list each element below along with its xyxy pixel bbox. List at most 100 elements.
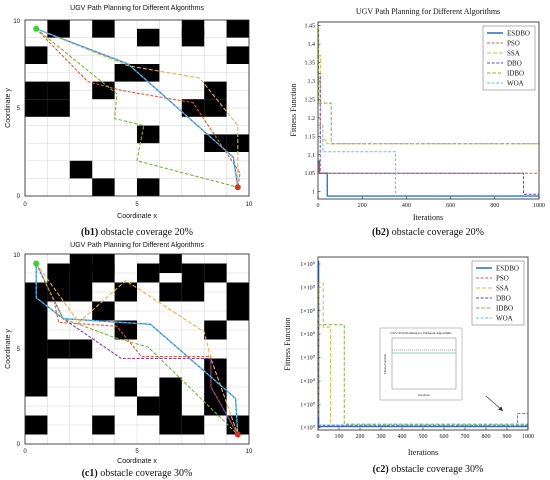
c2-series-pso [318,413,528,427]
c1-obstacle [25,377,48,397]
c1-ytick-0: 0 [17,442,21,448]
c1-obstacle [69,339,93,359]
c1-obstacle [204,377,227,397]
b1-obstacle [204,81,227,100]
b2-ytick-label: 1.4 [308,42,316,48]
c1-obstacle [69,282,93,302]
b1-obstacle [181,28,205,47]
c1-obstacle [25,320,48,340]
c1-caption-text: obstacle coverage 30% [98,468,193,479]
b2-xlabel: Iterations [413,213,443,222]
b1-obstacle [47,99,70,117]
c2-legend-label-esdbo: ESDBO [496,265,519,273]
b1-path-idbo [35,28,238,188]
c1-xtick-5: 5 [135,449,139,455]
b1-ytick-10: 10 [13,19,20,25]
b2-legend: ESDBO PSO SSA DBO IDBO WOA [482,25,536,91]
b1-goal-marker [234,184,241,191]
c1-obstacle [92,301,115,321]
c2-xtick-label: 1000 [522,434,534,440]
b1-frame [24,19,250,197]
b2-xtick-label: 0 [317,203,320,209]
b1-obstacle [204,134,227,152]
c2-xtick-label: 800 [482,434,491,440]
b1-plot-area [24,19,250,197]
c2-inset-title: UGV Path Planning for Different Algorith… [390,331,452,335]
b1-path-pso [35,28,241,188]
b2-caption-text: obstacle coverage 20% [389,227,484,238]
c1-obstacle [114,282,137,302]
c1-caption-id: (c1) [82,468,98,479]
b1-obstacle [114,64,137,82]
b2-series-idbo [318,28,539,145]
c1-obstacle [47,263,70,283]
c1-xtick-10: 10 [246,449,253,455]
b1-obstacle [47,81,70,100]
b2-ylabel: Fitness Function [289,83,298,136]
panel-b2-convergence: UGV Path Planning for Different Algorith… [289,7,545,238]
c1-title: UGV Path Planning for Different Algorith… [70,242,204,249]
b1-obstacle [69,160,93,179]
c2-ytick-label: 1×10⁰ [300,378,315,385]
c1-obstacle [114,377,137,397]
c1-obstacle [204,320,227,340]
b1-path-woa [36,28,239,188]
b1-obstacle [25,81,48,100]
c2-legend-label-dbo: DBO [496,295,511,303]
c2-caption: (c2) obstacle coverage 30% [373,464,484,475]
c1-obstacle [204,358,227,378]
c2-legend-label-idbo: IDBO [496,305,513,313]
b2-ytick-label: 1.2 [308,116,316,122]
c2-inset: UGV Path Planning for Different Algorith… [379,327,463,401]
c2-caption-id: (c2) [373,464,389,475]
c1-obstacle [137,396,160,416]
c2-ytick-label: 1×10⁰ [300,261,315,268]
c1-obstacle [92,415,115,435]
c1-path-idbo [35,263,239,435]
c1-ytick-10: 10 [13,253,20,259]
b1-path-ssa [35,28,239,188]
b2-xtick-label: 1000 [533,203,545,209]
c1-goal-marker [234,431,241,438]
c1-obstacle [114,320,137,340]
c2-inset-ylabel: Fitness Function [383,354,387,374]
b2-series-ssa [318,54,539,145]
c1-obstacle [69,263,93,283]
b2-xtick-label: 800 [490,203,499,209]
c2-series-ssa [318,282,528,426]
c1-obstacle [25,358,48,378]
b1-obstacle [25,99,48,117]
b2-legend-label-pso: PSO [507,40,520,48]
c2-ytick-label: 1×10⁰ [300,284,315,291]
c2-inset-box [379,327,463,401]
b2-series-esdbo [318,160,539,197]
c2-legend-label-woa: WOA [496,315,513,323]
b1-xtick-0: 0 [23,202,27,208]
b2-ytick-label: 1.3 [308,79,316,85]
c2-ytick-label: 1×10⁰ [300,355,315,362]
b1-xlabel: Coordinate x [117,213,157,220]
c2-ylabel: Fitness Function [283,317,292,370]
c2-xtick-label: 900 [503,434,512,440]
c1-plot-area [24,253,250,445]
c1-obstacle [159,254,182,273]
b1-obstacle [226,20,249,38]
c2-inset-xlabel: Iterations [418,393,430,397]
c1-ytick-5: 5 [17,347,21,353]
b2-series-pso [318,163,539,174]
b1-title: UGV Path Planning for Different Algorith… [70,5,204,12]
b2-xtick-label: 600 [446,203,455,209]
b1-obstacle [137,28,160,47]
b2-xtick-label: 200 [358,203,367,209]
c2-frame [317,256,529,431]
c2-ytick-label: 1×10⁰ [300,308,315,315]
b1-obstacle [181,99,205,117]
b1-obstacle [92,20,115,38]
c1-ylabel: Coordinate y [5,329,12,369]
b2-ytick-label: 1 [312,190,315,196]
c1-obstacle [226,301,249,321]
b1-start-marker [33,25,40,32]
c1-path-woa [35,263,239,435]
c2-ytick-label: 1×10⁰ [300,425,315,432]
